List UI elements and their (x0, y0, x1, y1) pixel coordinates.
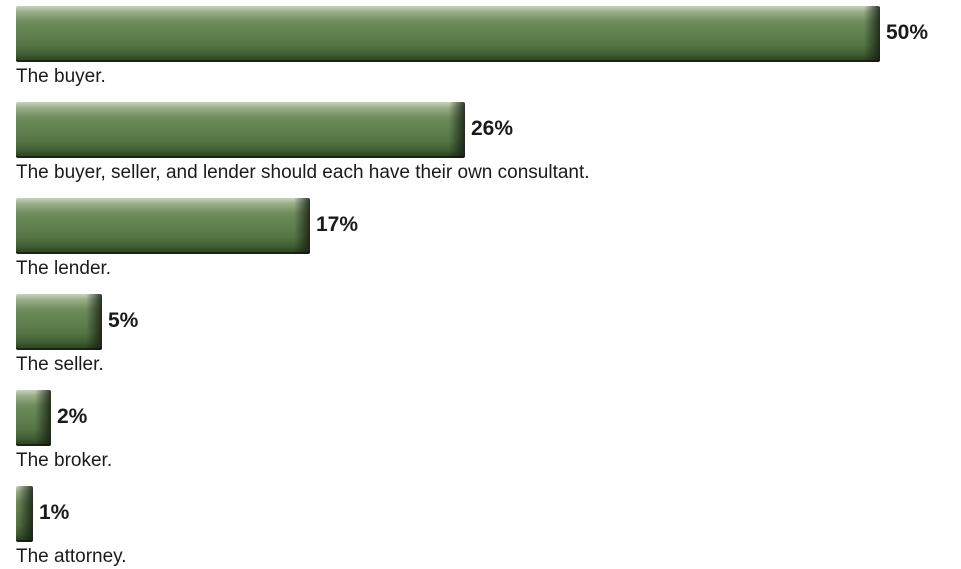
category-label: The buyer. (16, 66, 106, 87)
bar (16, 198, 310, 254)
bar-value-label: 17% (316, 213, 359, 236)
category-label: The buyer, seller, and lender should eac… (16, 162, 590, 183)
bar (16, 102, 465, 158)
bar-value-label: 50% (886, 21, 929, 44)
bar (16, 294, 102, 350)
bar-value-label: 1% (39, 501, 70, 524)
category-label: The seller. (16, 354, 104, 375)
category-label: The broker. (16, 450, 113, 471)
bar-value-label: 5% (108, 309, 139, 332)
category-label: The attorney. (16, 546, 127, 567)
bar-value-label: 26% (471, 117, 514, 140)
bar-value-label: 2% (57, 405, 88, 428)
bar (16, 486, 33, 542)
bar (16, 6, 880, 62)
category-label: The lender. (16, 258, 112, 279)
bar (16, 390, 51, 446)
